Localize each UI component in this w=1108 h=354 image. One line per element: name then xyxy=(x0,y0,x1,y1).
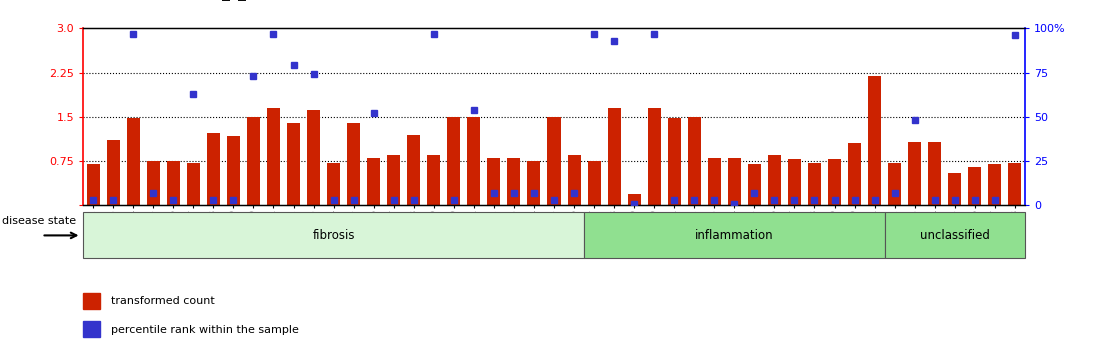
Bar xyxy=(929,142,941,205)
Text: disease state: disease state xyxy=(2,216,76,226)
Bar xyxy=(307,110,320,205)
Bar xyxy=(267,108,280,205)
Bar xyxy=(367,158,380,205)
Bar xyxy=(584,212,884,258)
Text: inflammation: inflammation xyxy=(695,229,773,242)
Bar xyxy=(748,164,761,205)
Text: fibrosis: fibrosis xyxy=(312,229,355,242)
Bar xyxy=(607,108,620,205)
Bar xyxy=(668,118,680,205)
Bar xyxy=(1008,163,1022,205)
Bar xyxy=(347,123,360,205)
Text: percentile rank within the sample: percentile rank within the sample xyxy=(111,325,299,335)
Bar xyxy=(728,158,741,205)
Bar xyxy=(86,164,100,205)
Bar xyxy=(227,136,240,205)
Bar xyxy=(708,158,721,205)
Bar xyxy=(627,194,640,205)
Bar xyxy=(884,212,1025,258)
Bar xyxy=(968,167,982,205)
Bar xyxy=(83,212,584,258)
Bar xyxy=(507,158,521,205)
Bar xyxy=(187,163,199,205)
Bar xyxy=(428,155,440,205)
Bar xyxy=(106,141,120,205)
Bar xyxy=(207,133,219,205)
Bar xyxy=(848,143,861,205)
Bar xyxy=(909,142,921,205)
Bar xyxy=(83,293,100,309)
Bar xyxy=(468,117,481,205)
Bar xyxy=(768,155,781,205)
Bar xyxy=(587,161,601,205)
Bar xyxy=(448,117,460,205)
Bar xyxy=(83,321,100,337)
Bar xyxy=(387,155,400,205)
Text: transformed count: transformed count xyxy=(111,296,215,306)
Bar xyxy=(948,173,962,205)
Bar xyxy=(488,158,501,205)
Bar xyxy=(648,108,660,205)
Bar xyxy=(547,117,561,205)
Bar xyxy=(808,163,821,205)
Bar xyxy=(688,117,700,205)
Bar xyxy=(287,123,300,205)
Bar xyxy=(408,135,420,205)
Bar xyxy=(567,155,581,205)
Bar xyxy=(146,161,160,205)
Text: unclassified: unclassified xyxy=(920,229,989,242)
Bar xyxy=(247,117,260,205)
Bar xyxy=(126,118,140,205)
Bar xyxy=(988,164,1002,205)
Bar xyxy=(167,161,179,205)
Bar xyxy=(788,159,801,205)
Bar xyxy=(868,75,881,205)
Bar xyxy=(889,163,901,205)
Bar xyxy=(828,159,841,205)
Bar xyxy=(527,161,541,205)
Bar xyxy=(327,163,340,205)
